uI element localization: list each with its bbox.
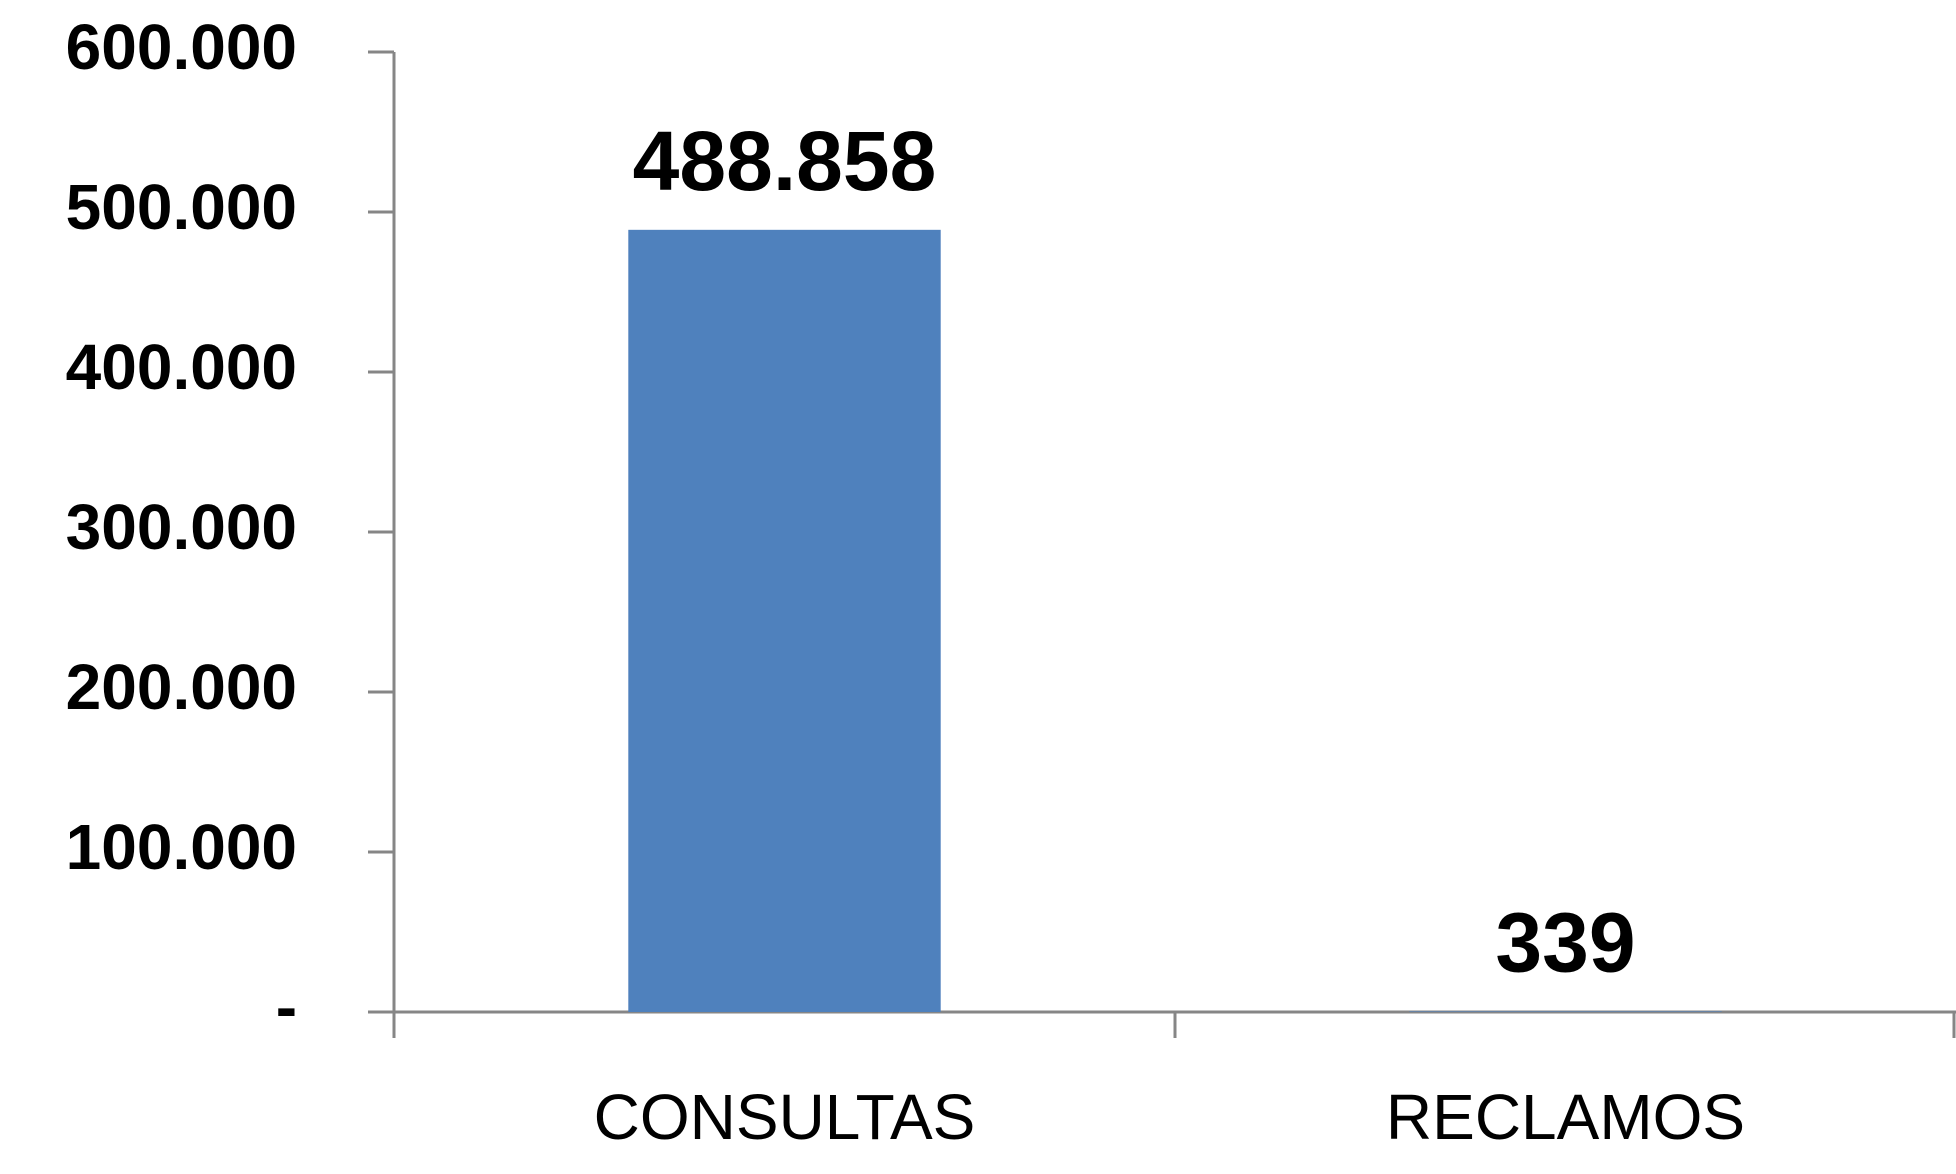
bar [628,229,941,1012]
y-tick-label: 200.000 [66,651,297,723]
x-tick-label: CONSULTAS [594,1081,976,1153]
y-tick-label: 500.000 [66,171,297,243]
x-tick-label: RECLAMOS [1386,1081,1745,1153]
y-tick-label: 100.000 [66,811,297,883]
y-tick-label: 400.000 [66,331,297,403]
y-tick-label: - [276,971,297,1043]
value-label: 488.858 [633,114,937,208]
y-tick-label: 600.000 [66,11,297,83]
bar [1409,1011,1722,1012]
y-tick-label: 300.000 [66,491,297,563]
value-label: 339 [1495,896,1635,990]
